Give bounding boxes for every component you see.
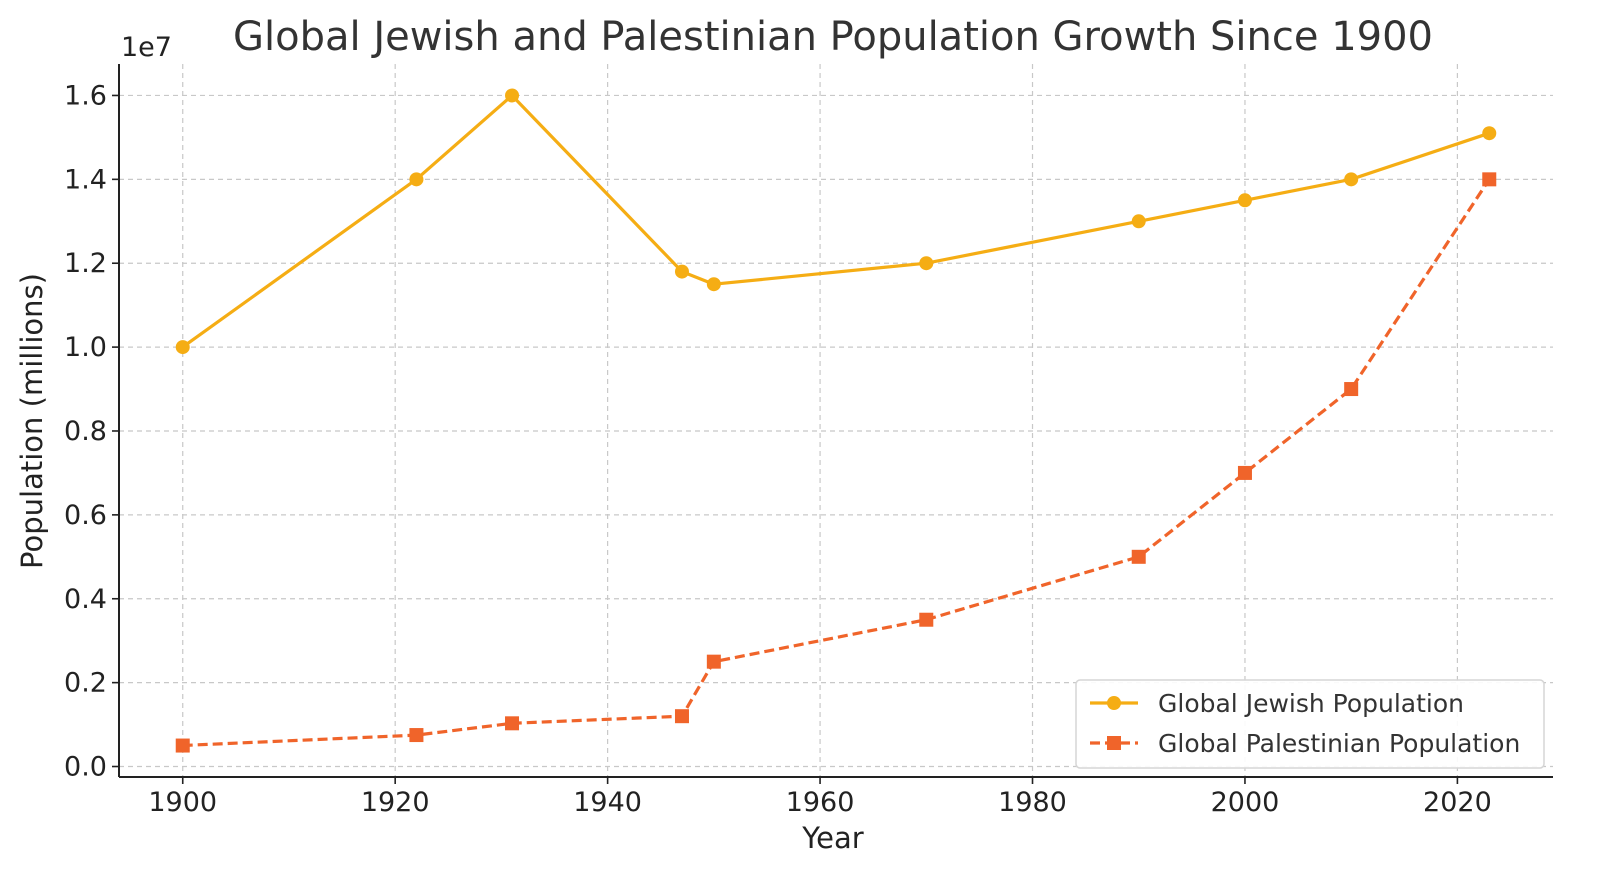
legend-label-palestinian: Global Palestinian Population (1158, 729, 1520, 758)
x-tick-label: 1960 (786, 787, 855, 818)
y-tick-label: 0.6 (64, 500, 107, 531)
y-tick-label: 0.4 (64, 584, 107, 615)
data-point (1344, 382, 1359, 397)
y-tick-label: 0.2 (64, 668, 107, 699)
data-point (1131, 214, 1146, 229)
x-tick-label: 2020 (1423, 787, 1492, 818)
legend: Global Jewish Population Global Palestin… (1075, 679, 1545, 769)
y-axis-label: Population (millions) (15, 273, 49, 569)
x-tick-label: 1920 (361, 787, 430, 818)
y-tick-label: 0.8 (64, 416, 107, 447)
data-point (674, 709, 689, 724)
y-tick-label: 1.4 (64, 164, 107, 195)
x-tick-label: 1940 (573, 787, 642, 818)
legend-marker-palestinian (1107, 736, 1121, 750)
series-line (181, 93, 1491, 349)
chart-title: Global Jewish and Palestinian Population… (233, 14, 1433, 60)
series-jewish (175, 88, 1497, 355)
data-point (505, 716, 520, 731)
data-point (1237, 193, 1252, 208)
series-line (182, 178, 1491, 748)
data-point (1482, 172, 1497, 187)
axes: 1900 1920 1940 1960 1980 2000 2020 0.0 0.2 0.4 0.6… (64, 64, 1553, 818)
data-point (175, 340, 190, 355)
data-point (706, 277, 721, 292)
data-point (409, 172, 424, 187)
y-tick-label: 0.0 (64, 752, 107, 783)
data-point (409, 728, 424, 743)
data-point (1344, 172, 1359, 187)
series-layer (175, 88, 1497, 753)
data-point (1237, 465, 1252, 480)
legend-box (1075, 679, 1545, 769)
x-axis-label: Year (801, 821, 863, 855)
data-point (175, 738, 190, 753)
y-tick-label: 1.2 (64, 248, 107, 279)
data-point (919, 256, 934, 271)
legend-marker-jewish (1107, 696, 1121, 710)
data-point (1131, 549, 1146, 564)
legend-label-jewish: Global Jewish Population (1158, 689, 1464, 718)
x-tick-label: 1900 (148, 787, 217, 818)
y-tick-label: 1.0 (64, 332, 107, 363)
legend-entry-jewish: Global Jewish Population (1090, 689, 1464, 718)
series-palestinian (175, 172, 1497, 753)
data-point (706, 654, 721, 669)
legend-entry-palestinian: Global Palestinian Population (1090, 729, 1520, 758)
data-point (674, 264, 689, 279)
data-point (505, 88, 520, 103)
y-tick-label: 1.6 (64, 80, 107, 111)
data-point (1482, 126, 1497, 141)
x-tick-label: 1980 (998, 787, 1067, 818)
data-point (919, 612, 934, 627)
grid (119, 64, 1553, 777)
y-axis-offset-label: 1e7 (121, 32, 172, 63)
x-tick-label: 2000 (1211, 787, 1280, 818)
labels: Global Jewish and Palestinian Population… (15, 14, 1433, 855)
